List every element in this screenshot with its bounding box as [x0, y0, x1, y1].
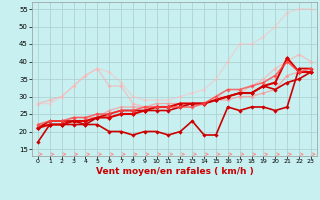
X-axis label: Vent moyen/en rafales ( km/h ): Vent moyen/en rafales ( km/h )	[96, 167, 253, 176]
